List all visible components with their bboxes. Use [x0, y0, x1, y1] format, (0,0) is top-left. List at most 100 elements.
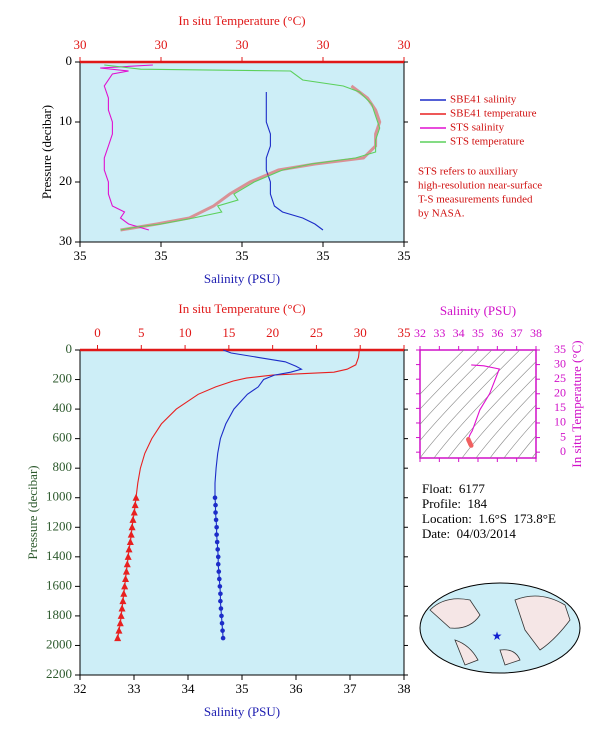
isopycnal [420, 350, 465, 395]
note: by NASA. [418, 208, 465, 220]
plot-area [79, 349, 405, 676]
y-tick-label: 800 [53, 459, 73, 474]
profile-line [100, 64, 153, 231]
profile-marker [126, 538, 134, 546]
plot-area [79, 61, 405, 243]
profile-marker [214, 524, 219, 530]
y-tick-label: 1200 [46, 518, 72, 533]
y-tick-label: 15 [554, 400, 566, 414]
x2-tick-label: 35 [398, 325, 411, 340]
y-tick-label: 0 [66, 53, 73, 68]
x-tick-label: 32 [414, 326, 426, 340]
profile-marker [122, 567, 130, 575]
y-tick-label: 20 [554, 386, 566, 400]
x-tick-label: 35 [74, 248, 87, 263]
x-tick-label: 33 [433, 326, 445, 340]
y-tick-label: 30 [59, 233, 72, 248]
y-tick-label: 1800 [46, 607, 72, 622]
isopycnal [517, 435, 536, 458]
y-tick-label: 400 [53, 400, 73, 415]
y-tick-label: 10 [59, 113, 72, 128]
x-tick-label: 35 [236, 681, 249, 696]
x-axis-title: Salinity (PSU) [440, 303, 516, 318]
x-tick-label: 35 [317, 248, 330, 263]
profile-marker [123, 560, 131, 568]
x-tick-label: 35 [472, 326, 484, 340]
x-tick-label: 35 [236, 248, 249, 263]
note: high-resolution near-surface [418, 180, 542, 192]
float-info: Date: 04/03/2014 [422, 526, 516, 541]
profile-marker [130, 508, 138, 516]
profile-marker [217, 576, 222, 582]
profile-marker [125, 545, 133, 553]
land [429, 595, 571, 666]
profile-marker [219, 613, 224, 619]
x-tick-label: 34 [182, 681, 196, 696]
isopycnal [420, 350, 507, 441]
float-info: Profile: 184 [422, 496, 487, 511]
profile-marker [214, 539, 220, 545]
x2-tick-label: 20 [266, 325, 279, 340]
profile-marker [120, 589, 128, 597]
note: STS refers to auxiliary [418, 166, 518, 178]
profile-marker [213, 517, 219, 523]
profile-marker [215, 547, 220, 552]
float-star: ★ [492, 629, 503, 643]
x2-tick-label: 10 [179, 325, 192, 340]
profile-marker [218, 598, 223, 604]
ts-marker [468, 443, 474, 448]
y-axis-title: Pressure (decibar) [39, 105, 54, 199]
y-tick-label: 600 [53, 430, 73, 445]
profile-marker [217, 584, 223, 589]
x2-tick-label: 30 [74, 37, 87, 52]
x2-tick-label: 25 [310, 325, 323, 340]
y-tick-label: 2200 [46, 666, 72, 681]
x2-tick-label: 30 [236, 37, 249, 52]
x-tick-label: 36 [290, 681, 304, 696]
inset-area [419, 349, 537, 459]
x2-tick-label: 0 [94, 325, 101, 340]
profile-marker [117, 611, 125, 619]
isopycnal [531, 452, 536, 458]
x2-axis-title: In situ Temperature (°C) [178, 13, 305, 28]
y-tick-label: 1400 [46, 548, 72, 563]
profile-marker [121, 582, 129, 590]
x-tick-label: 33 [128, 681, 141, 696]
y-tick-label: 0 [560, 444, 566, 458]
profile-line [214, 349, 303, 498]
profile-marker [114, 634, 122, 642]
x-tick-label: 38 [530, 326, 542, 340]
x2-tick-label: 30 [398, 37, 411, 52]
profile-marker [218, 606, 224, 611]
profile-marker [118, 604, 126, 612]
isopycnal [503, 419, 536, 458]
legend-label: STS temperature [450, 136, 524, 148]
x2-axis-title: In situ Temperature (°C) [178, 301, 305, 316]
y-tick-label: 0 [66, 341, 73, 356]
profile-line [104, 64, 381, 231]
profile-marker [116, 619, 124, 627]
y-tick-label: 25 [554, 371, 566, 385]
isopycnal [420, 350, 479, 410]
x2-tick-label: 5 [138, 325, 145, 340]
float-info: Float: 6177 [422, 481, 485, 496]
x2-tick-label: 30 [155, 37, 168, 52]
x-tick-label: 37 [511, 326, 523, 340]
profile-marker [119, 597, 127, 605]
isopycnal [420, 350, 521, 458]
profile-marker [216, 569, 222, 574]
profile-marker [215, 561, 221, 567]
profile-marker [124, 552, 132, 560]
y-axis-title: Pressure (decibar) [25, 465, 40, 559]
x-axis-title: Salinity (PSU) [204, 704, 280, 719]
profile-marker [132, 493, 140, 501]
legend-label: SBE41 salinity [450, 94, 517, 106]
y-tick-label: 10 [554, 415, 566, 429]
profile-marker [213, 502, 218, 508]
y-tick-label: 200 [53, 371, 73, 386]
isopycnal [447, 361, 536, 458]
x-tick-label: 38 [398, 681, 411, 696]
legend-label: SBE41 temperature [450, 108, 537, 120]
y-tick-label: 35 [554, 342, 566, 356]
y-tick-label: 1000 [46, 489, 72, 504]
